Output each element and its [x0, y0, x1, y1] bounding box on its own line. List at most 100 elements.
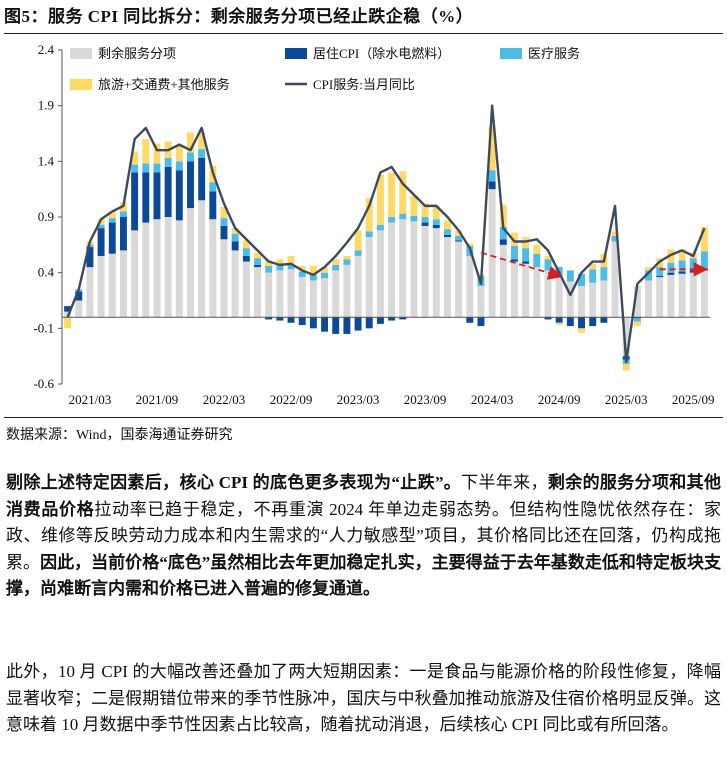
bar-rest — [689, 272, 697, 318]
bar-rest — [388, 222, 396, 318]
data-source: 数据来源：Wind，国泰海通证券研究 — [6, 428, 233, 443]
bar-housing — [388, 317, 396, 321]
paragraph-2: 此外，10 月 CPI 的大幅改善还叠加了两大短期因素：一是食品与能源价格的阶段… — [6, 659, 721, 739]
bar-rest — [242, 261, 250, 318]
bar-housing — [220, 225, 228, 240]
bar-rest — [365, 237, 373, 318]
bar-housing — [86, 247, 94, 268]
bar-medical — [343, 259, 351, 265]
bar-rest — [511, 261, 518, 318]
bar-medical — [611, 235, 619, 242]
bar-rest — [443, 237, 451, 318]
bar-housing — [298, 317, 306, 325]
legend-label-line: CPI服务:当月同比 — [313, 77, 415, 92]
bar-rest — [131, 230, 139, 318]
y-tick-label: -0.1 — [33, 320, 54, 335]
y-tick-label: -0.6 — [33, 376, 54, 391]
bar-rest — [187, 208, 194, 318]
bar-rest — [533, 267, 541, 318]
paragraph-2-segment: 此外，10 月 CPI 的大幅改善还叠加了两大短期因素：一是食品与能源价格的阶段… — [6, 662, 721, 734]
bar-medical — [410, 215, 418, 222]
bar-rest — [399, 219, 407, 318]
paragraph-1-segment: 拉动率已趋于稳定，不再重演 2024 年单边走弱态势。但结构性隐忧依然存在：家政… — [6, 499, 722, 572]
bar-housing — [64, 306, 72, 312]
bar-housing — [566, 317, 574, 327]
bar-housing — [175, 170, 183, 221]
bar-housing — [589, 317, 597, 327]
paragraph-1-segment: 下半年来， — [461, 473, 548, 492]
bar-travel — [175, 144, 183, 162]
bar-rest — [555, 277, 563, 318]
bar-rest — [645, 280, 653, 318]
bar-medical — [667, 262, 675, 273]
bar-housing — [265, 317, 273, 320]
x-tick-label: 2025/09 — [672, 392, 715, 407]
x-tick-label: 2021/03 — [69, 392, 112, 407]
bar-housing — [656, 276, 664, 278]
bar-rest — [544, 270, 552, 318]
bar-rest — [566, 281, 574, 318]
bar-medical — [578, 273, 585, 287]
bar-medical — [544, 259, 552, 271]
bar-housing — [254, 264, 261, 268]
bar-rest — [432, 228, 440, 318]
bar-travel — [198, 132, 206, 150]
paragraph-1: 剔除上述特定因素后，核心 CPI 的底色更多表现为“止跌”。下半年来，剩余的服务… — [6, 470, 721, 603]
bar-travel — [544, 255, 552, 260]
bar-medical — [365, 231, 373, 238]
bar-housing — [242, 255, 250, 262]
bar-medical — [399, 213, 407, 220]
bar-medical — [689, 258, 697, 271]
bar-medical — [354, 250, 362, 256]
bar-housing — [678, 271, 686, 274]
bar-travel — [432, 205, 440, 220]
y-tick-label: 1.4 — [38, 153, 55, 168]
bar-rest — [97, 255, 105, 318]
legend-swatch-housing — [285, 48, 307, 59]
bar-medical — [443, 229, 451, 235]
bar-rest — [142, 222, 150, 318]
bar-medical — [511, 245, 518, 260]
bar-medical — [131, 164, 139, 173]
bar-travel — [388, 172, 396, 217]
bar-medical — [231, 233, 239, 242]
bar-medical — [455, 235, 463, 241]
bar-medical — [645, 270, 653, 281]
bar-travel — [511, 232, 518, 246]
bar-medical — [97, 224, 105, 229]
bar-housing — [332, 317, 340, 334]
bar-rest — [321, 278, 329, 318]
bar-medical — [421, 217, 429, 223]
bar-travel — [622, 363, 630, 371]
bar-housing — [633, 317, 641, 319]
trend-arrow — [480, 251, 563, 280]
bar-medical — [198, 149, 206, 158]
legend-label-rest: 剩余服务分项 — [98, 46, 176, 61]
bar-rest — [633, 286, 641, 318]
bar-medical — [187, 152, 194, 162]
bar-medical — [566, 270, 574, 282]
bar-rest — [678, 273, 686, 318]
x-tick-label: 2024/03 — [471, 392, 514, 407]
legend-label-travel: 旅游+交通费+其他服务 — [98, 77, 230, 92]
legend-label-medical: 医疗服务 — [528, 46, 580, 61]
bar-travel — [399, 171, 407, 214]
bar-housing — [276, 317, 284, 321]
bar-rest — [488, 189, 496, 318]
bar-rest — [578, 286, 585, 318]
bar-travel — [466, 243, 474, 246]
bar-rest — [276, 270, 284, 318]
bar-travel — [64, 317, 72, 329]
bar-housing — [309, 317, 317, 329]
bar-rest — [354, 255, 362, 318]
bar-housing — [466, 317, 474, 323]
bar-travel — [555, 322, 563, 325]
bar-rest — [499, 244, 507, 318]
legend-swatch-travel — [70, 79, 92, 90]
y-tick-label: 0.4 — [38, 265, 55, 280]
x-tick-label: 2025/03 — [605, 392, 648, 407]
bar-rest — [376, 230, 384, 318]
bar-travel — [242, 240, 250, 249]
paragraph-1-segment: 因此，当前价格“底色”虽然相比去年更加稳定扎实，主要得益于去年基数走低和特定板块… — [6, 552, 722, 599]
bar-medical — [499, 227, 507, 240]
